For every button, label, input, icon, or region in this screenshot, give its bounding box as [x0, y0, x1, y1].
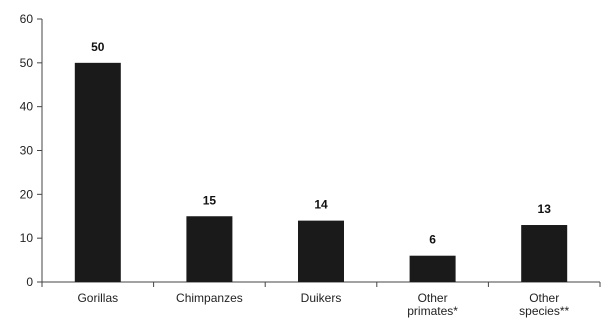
y-tick-label: 0	[26, 275, 33, 289]
data-labels: 50 15 14 6 13	[91, 40, 551, 247]
category-label: Chimpanzes	[176, 291, 243, 305]
category-labels: Gorillas Chimpanzes Duikers Otherprimates*O…	[77, 291, 569, 318]
data-label: 14	[314, 198, 328, 212]
bar	[521, 225, 568, 282]
y-tick-label: 20	[20, 187, 34, 201]
bars	[74, 62, 568, 283]
data-label: 6	[429, 233, 436, 247]
bar	[409, 255, 456, 282]
category-label: Duikers	[301, 291, 342, 305]
bar	[298, 220, 344, 282]
y-tick-label: 50	[20, 56, 34, 70]
category-label: Gorillas	[77, 291, 118, 305]
data-label: 15	[203, 193, 217, 207]
y-tick-label: 10	[20, 231, 34, 245]
data-label: 13	[538, 202, 552, 216]
data-label: 50	[91, 40, 105, 54]
category-label: species**	[519, 304, 569, 318]
y-tick-label: 40	[20, 100, 34, 114]
x-axis	[37, 281, 601, 287]
y-axis: 0 10 20 30 40 50 60	[20, 12, 43, 289]
y-tick-label: 30	[20, 144, 34, 158]
category-label: primates*	[407, 304, 458, 318]
category-label: Other	[418, 291, 448, 305]
bar	[74, 62, 121, 283]
y-tick-label: 60	[20, 12, 34, 26]
bar	[186, 216, 233, 282]
category-label: Other	[529, 291, 559, 305]
